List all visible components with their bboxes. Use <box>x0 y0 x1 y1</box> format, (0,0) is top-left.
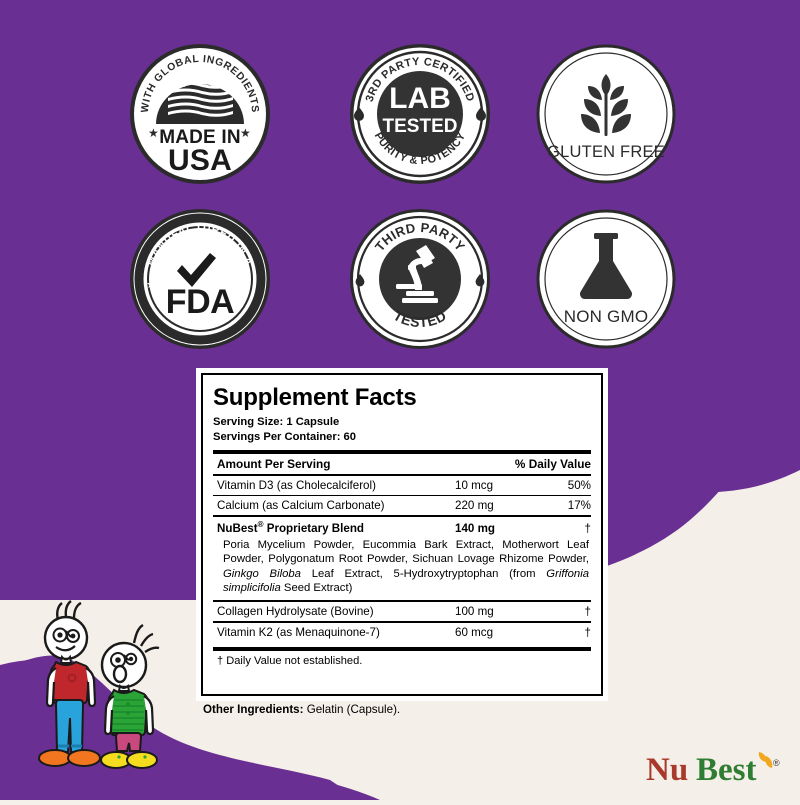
fda-badge: MANUFACTURED IN A REGISTERED & INSPECTED… <box>126 205 274 353</box>
badge-line-1: LAB <box>389 82 451 115</box>
divider <box>213 646 591 651</box>
nutrient-amount: 60 mcg <box>455 625 494 639</box>
servings-per-container: Servings Per Container: 60 <box>213 430 357 443</box>
droplet-icon <box>354 107 486 121</box>
col-header-daily-value: % Daily Value <box>514 456 591 471</box>
nutrient-amount: 100 mg <box>455 604 494 618</box>
droplet-icon <box>355 274 485 287</box>
badge-arc-text: TESTED <box>391 307 449 330</box>
nutrient-dv: † <box>584 604 591 618</box>
nutrient-name: Calcium (as Calcium Carbonate) <box>217 498 385 512</box>
flask-icon <box>580 233 632 299</box>
made-in-usa-badge: WITH GLOBAL INGREDIENTS ★ ★ MADE IN USA <box>126 40 274 188</box>
nutrient-amount: 220 mg <box>455 498 494 512</box>
other-ingredients-label: Other Ingredients: <box>203 703 304 716</box>
blend-name: NuBest® Proprietary Blend <box>217 519 365 535</box>
other-ingredients-value: Gelatin (Capsule). <box>303 703 401 716</box>
badge-line-1: FDA <box>166 283 234 321</box>
logo-part-best: Best <box>696 752 757 788</box>
svg-text:TESTED: TESTED <box>391 307 449 330</box>
svg-text:★: ★ <box>242 279 252 291</box>
nutrient-amount: 10 mcg <box>455 478 494 492</box>
gluten-free-badge: GLUTEN FREE <box>532 40 680 188</box>
divider <box>213 473 591 476</box>
badge-line-1: MADE IN <box>159 127 241 148</box>
table-row: Vitamin K2 (as Menaquinone-7) 60 mcg † <box>213 623 591 642</box>
blend-ingredients: Poria Mycelium Powder, Eucommia Bark Ext… <box>223 538 589 595</box>
blend-dv: † <box>584 521 591 535</box>
tall-child <box>38 600 101 767</box>
non-gmo-badge: NON GMO <box>532 205 680 353</box>
wheat-icon <box>581 74 631 136</box>
checkmark-icon <box>177 253 216 287</box>
serving-size: Serving Size: 1 Capsule <box>213 416 340 429</box>
short-child <box>100 623 160 769</box>
blend-amount: 140 mg <box>455 521 495 535</box>
star-icon: ★ <box>148 126 159 140</box>
table-row: Vitamin D3 (as Cholecalciferol) 10 mcg 5… <box>213 476 591 495</box>
badge-line-2: TESTED <box>383 116 458 137</box>
footnote: † Daily Value not established. <box>217 654 363 667</box>
registered-mark: ® <box>773 758 780 768</box>
table-row: Calcium (as Calcium Carbonate) 220 mg 17… <box>213 496 591 515</box>
third-party-tested-badge: THIRD PARTY TESTED <box>346 205 494 353</box>
microscope-icon <box>396 245 438 303</box>
divider <box>213 449 591 454</box>
leaf-icon <box>758 752 773 768</box>
col-header-amount: Amount Per Serving <box>217 456 331 471</box>
badge-label: GLUTEN FREE <box>547 143 665 161</box>
lab-tested-badge: 3RD PARTY CERTIFIED PURITY & POTENCY LAB… <box>346 40 494 188</box>
divider <box>213 620 591 623</box>
table-header-row: Amount Per Serving % Daily Value <box>213 454 591 474</box>
panel-title: Supplement Facts <box>213 384 417 411</box>
supplement-facts-panel: Supplement Facts Serving Size: 1 Capsule… <box>196 368 608 716</box>
divider <box>213 494 591 496</box>
svg-text:★: ★ <box>146 279 156 291</box>
nutrient-dv: † <box>584 625 591 639</box>
divider <box>213 599 591 602</box>
star-icon: ★ ★ <box>146 279 252 291</box>
two-kids-illustration <box>0 600 200 805</box>
nutrient-dv: 17% <box>567 498 591 512</box>
table-row-blend: NuBest® Proprietary Blend 140 mg † <box>213 517 591 538</box>
nutrient-name: Collagen Hydrolysate (Bovine) <box>217 604 374 618</box>
divider <box>213 514 591 517</box>
star-icon: ★ <box>240 126 251 140</box>
nutrient-dv: 50% <box>567 478 591 492</box>
table-row: Collagen Hydrolysate (Bovine) 100 mg † <box>213 602 591 621</box>
nutrient-name: Vitamin D3 (as Cholecalciferol) <box>217 478 376 492</box>
nutrient-name: Vitamin K2 (as Menaquinone-7) <box>217 625 380 639</box>
badge-line-2: USA <box>168 144 232 177</box>
nubest-logo: Nu Best ® <box>646 748 786 792</box>
logo-part-nu: Nu <box>646 752 688 788</box>
badge-label: NON GMO <box>564 307 649 326</box>
other-ingredients: Other Ingredients: Gelatin (Capsule). <box>201 696 603 716</box>
